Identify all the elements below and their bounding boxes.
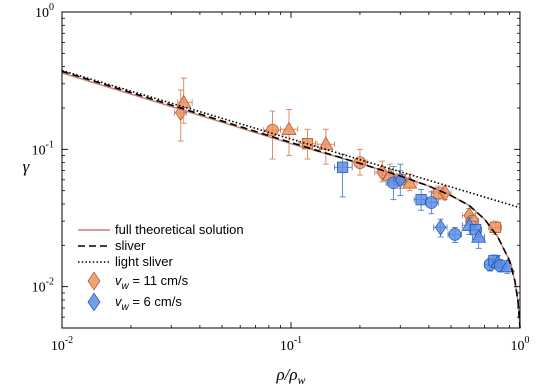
square-marker bbox=[336, 161, 349, 173]
y-tick-label-base: 10 bbox=[32, 143, 46, 158]
data-point bbox=[447, 226, 462, 243]
legend-swatch-diamond bbox=[87, 271, 101, 291]
data-point bbox=[280, 109, 299, 157]
lines-layer bbox=[61, 69, 521, 329]
legend-label-var: v bbox=[115, 294, 123, 309]
legend-swatch-diamond bbox=[87, 292, 101, 312]
x-tick-label: 100 bbox=[511, 335, 530, 354]
data-point bbox=[424, 191, 439, 215]
triangle-marker bbox=[281, 121, 297, 135]
y-tick-label: 10-2 bbox=[32, 277, 54, 296]
data-point bbox=[392, 163, 408, 197]
legend-label-sub: w bbox=[122, 281, 130, 292]
legend-label-var: v bbox=[115, 273, 123, 288]
legend-box bbox=[72, 219, 272, 319]
x-axis-label: ρ/ρw bbox=[275, 365, 305, 387]
data-point bbox=[433, 218, 448, 238]
data-point bbox=[176, 77, 193, 124]
legend-label: vw = 11 cm/s bbox=[115, 273, 189, 292]
legend-label-rest: = 6 cm/s bbox=[129, 294, 183, 309]
circle-marker bbox=[448, 228, 462, 241]
series-2 bbox=[334, 153, 515, 274]
legend-label: light sliver bbox=[115, 254, 173, 269]
legend-entry: full theoretical solution bbox=[78, 222, 244, 237]
triangle-marker bbox=[318, 136, 334, 150]
y-tick-label-exp: 0 bbox=[49, 2, 54, 13]
y-tick-label: 10-1 bbox=[32, 139, 54, 158]
x-axis-label-sub: w bbox=[298, 373, 306, 387]
x-tick-label-exp: -2 bbox=[65, 335, 73, 346]
legend-entry: vw = 6 cm/s bbox=[87, 292, 182, 313]
circle-marker bbox=[266, 123, 279, 137]
y-tick-label-exp: -1 bbox=[46, 139, 54, 150]
circle-marker bbox=[425, 196, 438, 209]
x-tick-label-base: 10 bbox=[511, 339, 525, 354]
x-axis-label-main: ρ/ρ bbox=[275, 365, 297, 384]
x-tick-label-exp: -1 bbox=[294, 335, 302, 346]
x-tick-label-exp: 0 bbox=[525, 335, 530, 346]
legend-label-sub: w bbox=[122, 302, 130, 313]
x-tick-label: 10-1 bbox=[280, 335, 302, 354]
data-point bbox=[499, 258, 515, 274]
diamond-marker bbox=[434, 219, 447, 236]
legend-label: sliver bbox=[115, 238, 146, 253]
x-tick-label-base: 10 bbox=[51, 339, 65, 354]
legend-entry: vw = 11 cm/s bbox=[87, 271, 189, 292]
legend-label: vw = 6 cm/s bbox=[115, 294, 182, 313]
y-tick-label-exp: -2 bbox=[46, 277, 54, 288]
x-tick-label-base: 10 bbox=[280, 339, 294, 354]
y-tick-label-base: 10 bbox=[35, 6, 49, 21]
data-layer bbox=[174, 77, 515, 274]
triangle-marker bbox=[471, 229, 487, 243]
y-tick-label: 100 bbox=[35, 2, 54, 21]
legend-entry: sliver bbox=[78, 238, 146, 253]
y-tick-label-base: 10 bbox=[32, 281, 46, 296]
data-point bbox=[334, 153, 353, 198]
x-tick-label: 10-2 bbox=[51, 335, 73, 354]
data-point bbox=[316, 128, 336, 165]
legend-label: full theoretical solution bbox=[115, 222, 244, 237]
line-dashed bbox=[61, 70, 521, 329]
legend-label-rest: = 11 cm/s bbox=[129, 273, 189, 288]
square-marker bbox=[489, 221, 501, 234]
data-point bbox=[471, 229, 487, 249]
y-axis-label: γ bbox=[23, 157, 31, 176]
legend-entry: light sliver bbox=[78, 254, 173, 269]
